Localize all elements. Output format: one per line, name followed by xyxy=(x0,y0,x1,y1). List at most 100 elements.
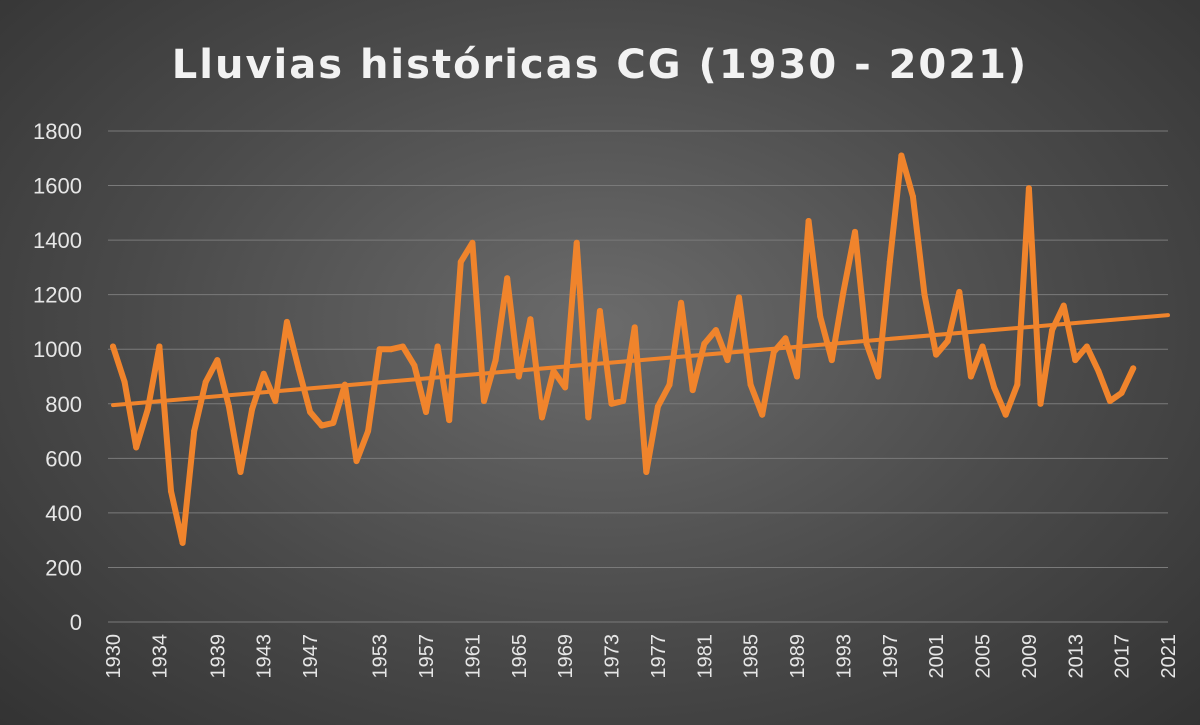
x-tick-label-2021: 2021 xyxy=(1158,634,1180,679)
data-point-2000 xyxy=(921,291,928,298)
data-point-1991 xyxy=(817,313,824,320)
data-point-1946 xyxy=(295,365,302,372)
data-point-2012 xyxy=(1060,302,1067,309)
data-point-2006 xyxy=(991,384,998,391)
data-point-1953 xyxy=(376,346,383,353)
x-tick-label-1930: 1930 xyxy=(103,634,125,679)
data-point-2007 xyxy=(1002,411,1009,418)
data-point-2008 xyxy=(1014,381,1021,388)
data-point-1982 xyxy=(712,327,719,334)
data-point-1996 xyxy=(875,373,882,380)
data-point-1933 xyxy=(144,406,151,413)
data-point-1944 xyxy=(272,398,279,405)
data-point-1994 xyxy=(851,228,858,235)
x-tick-label-1969: 1969 xyxy=(555,634,577,679)
data-point-1987 xyxy=(770,348,777,355)
data-point-1963 xyxy=(492,357,499,364)
data-point-1970 xyxy=(573,239,580,246)
data-point-1995 xyxy=(863,340,870,347)
x-tick-label-1981: 1981 xyxy=(694,634,716,679)
x-tick-label-1973: 1973 xyxy=(602,634,624,679)
x-axis-ticks: 1930 1934 1939 1943 1947 1953 1957 1961 1965 1969… xyxy=(103,634,1180,679)
y-tick-label-1200: 1200 xyxy=(33,283,82,308)
x-tick-label-1965: 1965 xyxy=(509,634,531,679)
data-point-1976 xyxy=(643,468,650,475)
data-point-1973 xyxy=(608,400,615,407)
data-point-1959 xyxy=(446,417,453,424)
data-point-1938 xyxy=(202,378,209,385)
y-tick-label-800: 800 xyxy=(45,392,82,417)
data-point-1984 xyxy=(736,294,743,301)
y-tick-label-1000: 1000 xyxy=(33,337,82,362)
data-point-2016 xyxy=(1107,398,1114,405)
data-point-1968 xyxy=(550,368,557,375)
x-tick-label-1977: 1977 xyxy=(648,634,670,679)
x-tick-label-1961: 1961 xyxy=(462,634,484,679)
data-point-1990 xyxy=(805,218,812,225)
data-point-1949 xyxy=(330,419,337,426)
series-points-0 xyxy=(110,152,1137,546)
data-point-1977 xyxy=(654,403,661,410)
data-point-1966 xyxy=(527,316,534,323)
data-point-1974 xyxy=(620,398,627,405)
data-point-1999 xyxy=(909,193,916,200)
data-point-1969 xyxy=(562,384,569,391)
data-point-1960 xyxy=(457,258,464,265)
data-point-1972 xyxy=(596,308,603,315)
data-point-1956 xyxy=(411,362,418,369)
data-point-1950 xyxy=(341,381,348,388)
data-point-2001 xyxy=(933,351,940,358)
data-point-2004 xyxy=(967,373,974,380)
x-tick-label-2009: 2009 xyxy=(1019,634,1041,679)
data-point-2005 xyxy=(979,343,986,350)
data-point-1992 xyxy=(828,357,835,364)
x-tick-label-1993: 1993 xyxy=(833,634,855,679)
data-point-1988 xyxy=(782,335,789,342)
data-point-1932 xyxy=(133,444,140,451)
data-point-1937 xyxy=(191,428,198,435)
data-point-2013 xyxy=(1072,357,1079,364)
data-point-1942 xyxy=(249,406,256,413)
y-tick-label-600: 600 xyxy=(45,446,82,471)
data-point-1935 xyxy=(167,488,174,495)
y-tick-label-1800: 1800 xyxy=(33,119,82,144)
data-point-1975 xyxy=(631,324,638,331)
y-axis-ticks: 0 200 400 600 800 1000 1200 1400 1600 1800 xyxy=(33,119,82,635)
data-point-1955 xyxy=(399,343,406,350)
data-point-1930 xyxy=(110,343,116,350)
data-point-1989 xyxy=(794,373,801,380)
data-point-2003 xyxy=(956,288,963,295)
data-point-1936 xyxy=(179,539,186,546)
data-point-1985 xyxy=(747,381,754,388)
data-point-1941 xyxy=(237,468,244,475)
data-point-1962 xyxy=(480,398,487,405)
data-point-2018 xyxy=(1130,365,1137,372)
data-point-1964 xyxy=(504,275,511,282)
data-point-1978 xyxy=(666,381,673,388)
data-point-1945 xyxy=(283,318,290,325)
data-point-2015 xyxy=(1095,368,1102,375)
data-point-2009 xyxy=(1025,185,1032,192)
y-tick-label-400: 400 xyxy=(45,501,82,526)
data-point-1954 xyxy=(388,346,395,353)
data-point-1997 xyxy=(886,258,893,265)
data-point-1947 xyxy=(307,408,314,415)
data-point-1939 xyxy=(214,357,221,364)
data-point-2014 xyxy=(1083,343,1090,350)
data-point-2017 xyxy=(1118,389,1125,396)
x-tick-label-1943: 1943 xyxy=(254,634,276,679)
data-point-1951 xyxy=(353,458,360,465)
data-point-1948 xyxy=(318,422,325,429)
data-point-1940 xyxy=(225,403,232,410)
x-tick-label-1985: 1985 xyxy=(741,634,763,679)
trendline-layer xyxy=(111,313,1170,408)
data-point-1952 xyxy=(365,428,372,435)
x-tick-label-1953: 1953 xyxy=(370,634,392,679)
data-point-2002 xyxy=(944,338,951,345)
data-point-2011 xyxy=(1049,327,1056,334)
y-tick-label-200: 200 xyxy=(45,555,82,580)
x-tick-label-2017: 2017 xyxy=(1112,634,1134,679)
x-tick-label-2001: 2001 xyxy=(926,634,948,679)
